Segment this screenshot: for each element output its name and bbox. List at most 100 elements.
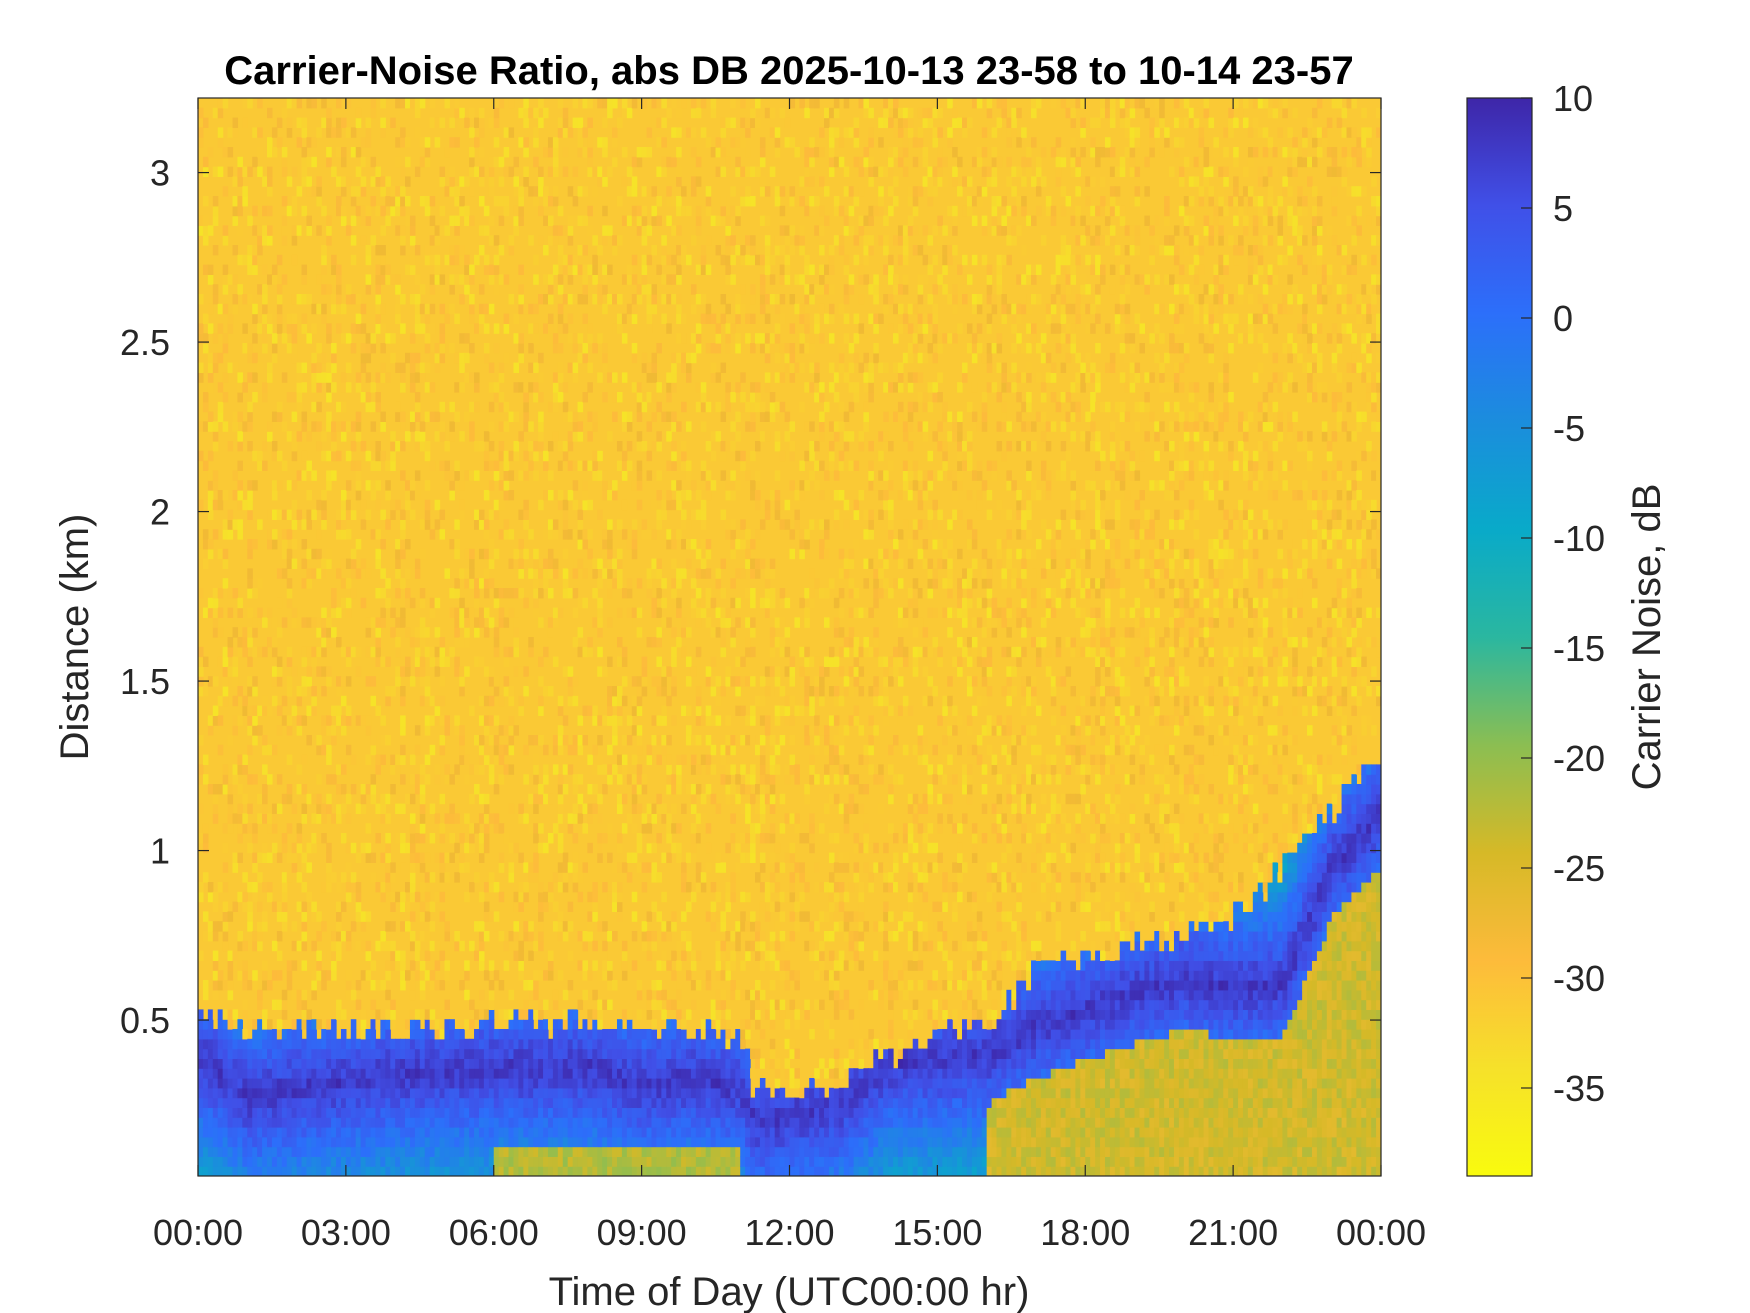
heatmap-cell [587, 931, 593, 942]
heatmap-cell [212, 931, 219, 942]
heatmap-cell [232, 666, 239, 677]
heatmap-cell [464, 470, 470, 481]
heatmap-cell [528, 735, 534, 746]
heatmap-cell [262, 1136, 268, 1148]
heatmap-cell [454, 382, 460, 393]
heatmap-cell [597, 970, 603, 981]
heatmap-cell [296, 872, 303, 883]
heatmap-cell [252, 1156, 258, 1167]
heatmap-cell [582, 1029, 588, 1040]
heatmap-cell [572, 254, 579, 266]
heatmap-cell [247, 715, 253, 726]
heatmap-cell [390, 1127, 396, 1138]
heatmap-cell [543, 999, 549, 1010]
heatmap-cell [518, 852, 524, 863]
heatmap-cell [350, 1127, 357, 1138]
heatmap-cell [523, 882, 529, 893]
heatmap-cell [340, 490, 347, 501]
heatmap-cell [508, 1107, 515, 1118]
heatmap-cell [567, 333, 574, 344]
heatmap-cell [567, 441, 574, 452]
heatmap-cell [301, 1019, 308, 1030]
heatmap-cell [345, 646, 352, 658]
heatmap-cell [493, 548, 500, 560]
heatmap-cell [636, 607, 643, 618]
heatmap-cell [543, 450, 549, 462]
heatmap-cell [336, 176, 342, 187]
heatmap-cell [631, 705, 638, 716]
heatmap-cell [464, 666, 470, 677]
heatmap-cell [478, 1166, 485, 1176]
heatmap-cell [340, 1058, 347, 1069]
heatmap-cell [414, 656, 421, 667]
heatmap-cell [671, 1136, 677, 1148]
heatmap-cell [577, 558, 584, 569]
heatmap-cell [202, 1087, 209, 1099]
heatmap-cell [400, 137, 406, 148]
heatmap-cell [212, 1117, 219, 1128]
heatmap-cell [572, 1019, 579, 1030]
heatmap-cell [493, 627, 500, 638]
heatmap-cell [651, 715, 658, 726]
heatmap-cell [350, 1166, 357, 1176]
heatmap-cell [621, 1146, 628, 1157]
heatmap-cell [434, 274, 441, 285]
heatmap-cell [291, 842, 298, 854]
heatmap-cell [350, 1048, 357, 1059]
heatmap-cell [547, 686, 554, 697]
heatmap-cell [449, 431, 455, 442]
heatmap-cell [222, 823, 229, 834]
heatmap-cell [232, 1107, 239, 1118]
heatmap-cell [592, 1009, 598, 1020]
heatmap-cell [538, 705, 544, 716]
heatmap-cell [345, 744, 352, 756]
heatmap-cell [252, 970, 258, 981]
heatmap-cell [296, 989, 303, 1001]
heatmap-cell [523, 166, 529, 177]
heatmap-cell [296, 1107, 303, 1118]
heatmap-cell [681, 509, 687, 520]
heatmap-cell [671, 411, 677, 422]
heatmap-cell [336, 1146, 342, 1157]
heatmap-cell [690, 735, 697, 746]
heatmap-cell [587, 637, 593, 648]
heatmap-cell [271, 617, 278, 628]
heatmap-cell [641, 862, 648, 873]
heatmap-cell [488, 882, 495, 893]
heatmap-cell [331, 1146, 337, 1157]
heatmap-cell [666, 617, 672, 628]
heatmap-cell [695, 1048, 702, 1059]
heatmap-cell [641, 382, 648, 393]
heatmap-cell [202, 156, 209, 168]
heatmap-cell [375, 656, 381, 667]
heatmap-cell [636, 833, 643, 844]
heatmap-cell [212, 1009, 219, 1020]
heatmap-cell [493, 323, 500, 334]
heatmap-cell [306, 1078, 312, 1089]
heatmap-cell [360, 970, 367, 981]
heatmap-cell [321, 1156, 327, 1167]
heatmap-cell [400, 470, 406, 481]
heatmap-cell [513, 1146, 519, 1157]
heatmap-cell [345, 597, 352, 609]
heatmap-cell [217, 970, 224, 981]
heatmap-cell [513, 1058, 519, 1069]
heatmap-cell [681, 1048, 687, 1059]
heatmap-cell [360, 441, 367, 452]
heatmap-cell [237, 597, 243, 609]
heatmap-cell [350, 343, 357, 354]
heatmap-cell [336, 1117, 342, 1128]
heatmap-cell [375, 1087, 381, 1099]
heatmap-cell [286, 176, 293, 187]
heatmap-cell [543, 215, 549, 226]
heatmap-cell [656, 960, 662, 971]
heatmap-cell [528, 1019, 534, 1030]
heatmap-cell [429, 274, 436, 285]
heatmap-cell [464, 284, 470, 295]
heatmap-cell [444, 460, 450, 471]
heatmap-cell [434, 1048, 441, 1059]
heatmap-cell [641, 1058, 648, 1069]
heatmap-cell [227, 362, 234, 373]
heatmap-cell [247, 901, 253, 912]
heatmap-cell [247, 372, 253, 383]
